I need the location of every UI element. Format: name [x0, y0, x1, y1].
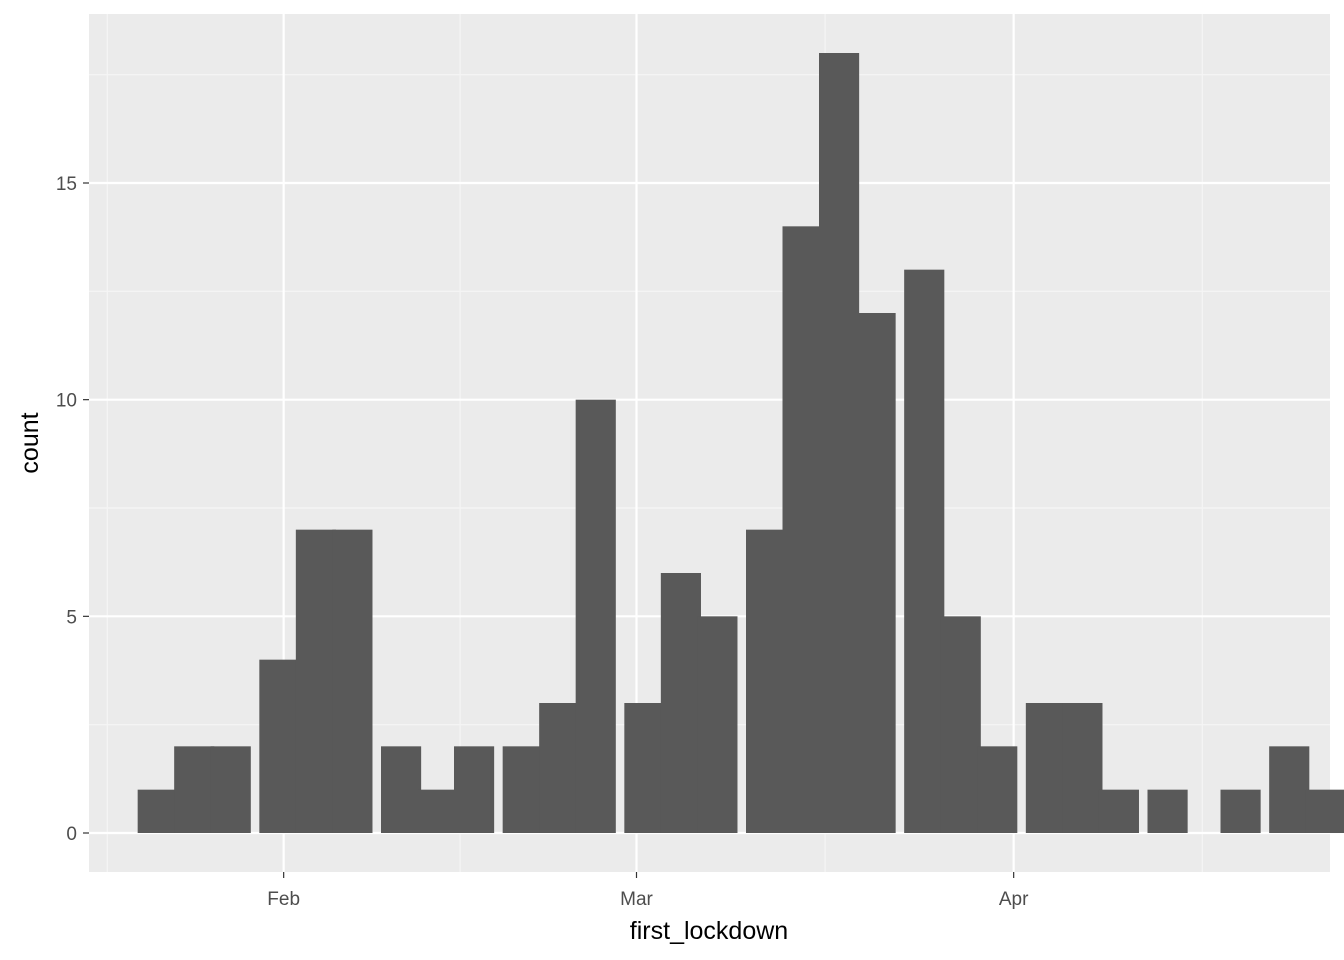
x-tick-label: Apr: [999, 889, 1029, 910]
x-axis: Feb Mar Apr: [267, 872, 1029, 910]
histogram-bar: [539, 703, 580, 833]
histogram-bar: [1062, 703, 1103, 833]
histogram-bar: [624, 703, 665, 833]
x-tick-label: Mar: [620, 889, 653, 910]
y-tick-label: 0: [66, 824, 77, 845]
histogram-bar: [259, 659, 300, 833]
histogram-bar: [137, 789, 178, 833]
y-tick-label: 5: [66, 607, 77, 628]
histogram-bars: [137, 53, 1344, 834]
histogram-bar: [381, 746, 422, 833]
histogram-bar: [332, 529, 373, 833]
histogram-bar: [295, 529, 336, 833]
histogram-bar: [819, 53, 860, 833]
histogram-bar: [1220, 789, 1261, 833]
histogram-bar: [502, 746, 543, 833]
histogram-bar: [940, 616, 981, 833]
histogram-bar: [1098, 789, 1139, 833]
y-tick-label: 10: [56, 391, 77, 412]
histogram-bar: [1305, 789, 1344, 833]
x-tick-label: Feb: [267, 889, 300, 910]
x-axis-title: first_lockdown: [630, 917, 788, 945]
histogram-bar: [1147, 789, 1188, 833]
y-axis-title: count: [16, 412, 44, 473]
histogram-bar: [575, 399, 616, 833]
histogram-bar: [417, 789, 458, 833]
histogram-bar: [174, 746, 215, 833]
histogram-bar: [746, 529, 787, 833]
histogram-bar: [977, 746, 1018, 833]
histogram-bar: [855, 313, 896, 833]
histogram-bar: [1269, 746, 1310, 833]
histogram-bar: [210, 746, 251, 833]
histogram-bar: [904, 269, 945, 834]
histogram-bar: [454, 746, 495, 833]
histogram-bar: [697, 616, 738, 833]
histogram-bar: [782, 226, 823, 834]
y-axis: 0 5 10 15: [56, 174, 89, 845]
histogram-bar: [660, 573, 701, 833]
y-tick-label: 15: [56, 174, 77, 195]
histogram-bar: [1025, 703, 1066, 833]
